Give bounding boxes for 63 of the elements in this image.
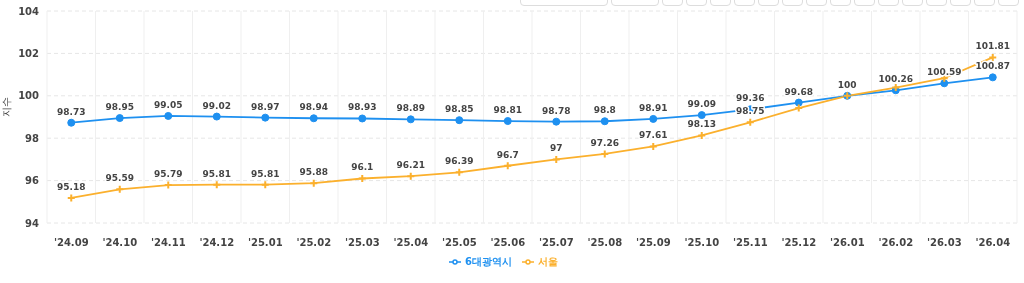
y-tick-label: 104 (18, 5, 40, 17)
data-label: 96.39 (445, 156, 474, 167)
data-label: 98.85 (445, 104, 474, 115)
legend-label: 서울 (537, 256, 558, 267)
data-label: 98.91 (639, 102, 668, 113)
data-label: 96.1 (351, 162, 374, 173)
data-label: 100 (837, 79, 857, 90)
x-tick-label: '25.01 (247, 237, 283, 249)
data-label: 99.02 (202, 100, 231, 111)
data-label: 97.26 (590, 137, 619, 148)
y-axis-title: 지수 (0, 97, 12, 117)
x-tick-label: '26.02 (878, 237, 914, 249)
x-tick-label: '24.10 (102, 237, 138, 249)
data-label: 99.68 (784, 86, 813, 97)
data-label: 98.94 (299, 102, 328, 113)
x-tick-label: '25.12 (781, 237, 817, 249)
x-tick-label: '25.11 (732, 237, 768, 249)
legend-label: 6대광역시 (465, 256, 512, 267)
x-tick-label: '25.05 (441, 237, 477, 249)
data-label: 100.26 (878, 74, 914, 85)
x-tick-label: '24.11 (150, 237, 186, 249)
x-tick-label: '25.07 (538, 237, 574, 249)
x-tick-label: '25.03 (344, 237, 380, 249)
x-tick-label: '25.02 (296, 237, 332, 249)
data-label: 98.95 (105, 102, 134, 113)
x-tick-label: '26.04 (975, 237, 1011, 249)
x-tick-label: '25.10 (684, 237, 720, 249)
data-label: 99.05 (154, 99, 183, 110)
y-tick-label: 98 (25, 132, 40, 144)
data-label: 98.93 (348, 102, 377, 113)
data-label: 95.59 (105, 173, 134, 184)
data-label: 97.61 (639, 130, 668, 141)
x-tick-label: '25.04 (393, 237, 429, 249)
data-label: 95.81 (202, 168, 231, 179)
data-label: 100.87 (975, 61, 1011, 72)
y-tick-label: 100 (18, 90, 40, 102)
y-tick-label: 102 (18, 47, 40, 59)
data-label: 95.81 (251, 168, 280, 179)
x-tick-label: '24.12 (199, 237, 235, 249)
data-label: 95.88 (299, 167, 328, 178)
x-tick-label: '24.09 (53, 237, 89, 249)
data-label: 101.81 (975, 41, 1011, 52)
data-label: 98.13 (687, 119, 716, 130)
data-label: 98.97 (251, 101, 280, 112)
data-label: 95.79 (154, 169, 183, 180)
data-label: 98.73 (57, 106, 86, 117)
x-tick-label: '26.03 (926, 237, 962, 249)
data-label: 98.81 (493, 105, 522, 116)
data-label: 99.09 (687, 99, 716, 110)
x-tick-label: '25.08 (587, 237, 623, 249)
data-label: 98.89 (396, 103, 425, 114)
x-tick-label: '26.01 (829, 237, 865, 249)
data-label: 95.18 (57, 181, 86, 192)
data-label: 98.8 (593, 105, 616, 116)
y-tick-label: 94 (25, 217, 40, 229)
data-label: 96.21 (396, 160, 425, 171)
y-tick-label: 96 (25, 175, 40, 187)
data-label: 98.78 (542, 105, 571, 116)
x-tick-label: '25.09 (635, 237, 671, 249)
data-label: 97 (549, 143, 563, 154)
x-tick-label: '25.06 (490, 237, 526, 249)
data-label: 99.36 (736, 93, 765, 104)
data-label: 96.7 (496, 149, 519, 160)
